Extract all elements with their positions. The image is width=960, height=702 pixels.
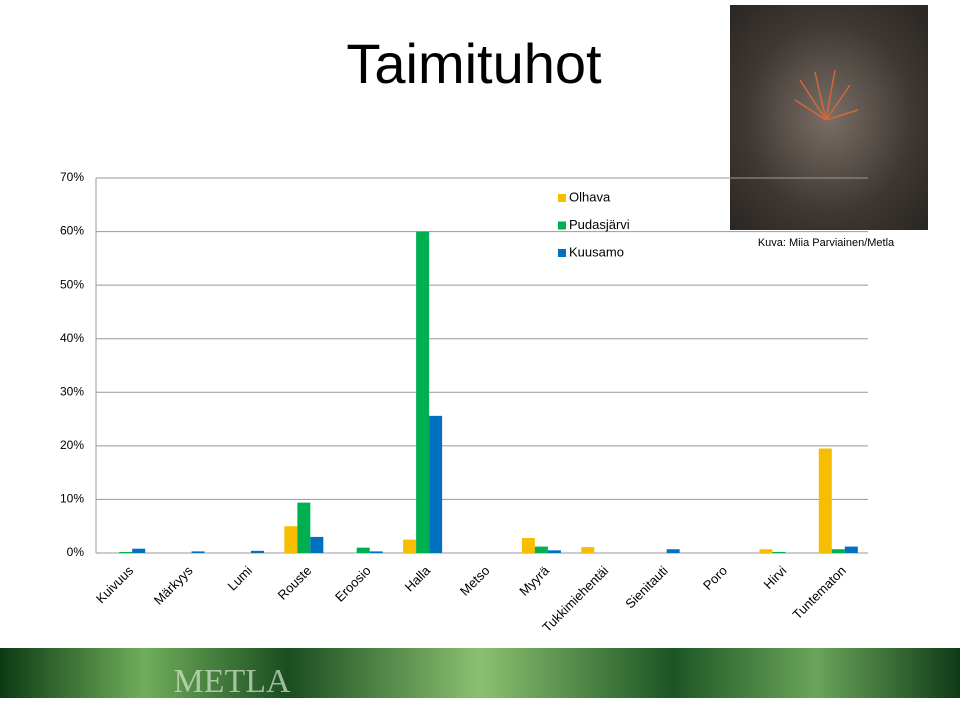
x-tick-label: Märkyys (151, 563, 196, 608)
legend-label: Olhava (569, 189, 611, 204)
x-tick-label: Rouste (275, 563, 315, 603)
photo-caption: Kuva: Miia Parviainen/Metla (758, 237, 895, 249)
x-tick-label: Tuntematon (790, 563, 849, 622)
bar (521, 538, 535, 553)
photo-seedling (794, 69, 859, 121)
y-tick-label: 30% (60, 384, 84, 398)
bar (369, 551, 383, 553)
legend-swatch (558, 194, 566, 202)
legend-swatch (558, 221, 566, 230)
slide-title: Taimituhot (346, 32, 602, 95)
x-tick-label: Eroosio (332, 563, 374, 605)
y-tick-label: 70% (60, 170, 84, 184)
bar (831, 549, 845, 553)
x-tick-label: Sienitauti (622, 563, 671, 612)
x-tick-label: Lumi (224, 563, 255, 594)
bar (429, 415, 443, 553)
legend-label: Kuusamo (569, 244, 624, 259)
bar (759, 549, 773, 553)
photo (730, 5, 928, 230)
y-tick-label: 20% (60, 438, 84, 452)
footer-banner (0, 648, 960, 698)
bar (310, 536, 324, 553)
bar (844, 546, 858, 553)
bar (403, 539, 417, 553)
bar (250, 550, 264, 553)
bar (772, 551, 786, 553)
bar (191, 551, 205, 553)
bar (132, 548, 146, 553)
y-tick-label: 40% (60, 331, 84, 345)
y-tick-label: 50% (60, 277, 84, 291)
x-tick-label: Metso (457, 563, 493, 599)
bar (119, 551, 133, 553)
y-tick-label: 0% (67, 545, 85, 559)
x-tick-label: Poro (700, 563, 730, 593)
bar (818, 448, 832, 553)
y-tick-label: 60% (60, 224, 84, 238)
legend-label: Pudasjärvi (569, 217, 630, 232)
x-tick-label: Myyrä (516, 562, 552, 598)
footer-logo: METLA (173, 663, 291, 700)
y-tick-label: 10% (60, 492, 84, 506)
bar (416, 231, 430, 554)
bar (581, 547, 595, 553)
bar (666, 549, 680, 553)
bar (356, 547, 370, 553)
bar (547, 550, 561, 553)
bar (284, 526, 298, 553)
bar (534, 546, 548, 553)
x-tick-label: Hirvi (760, 563, 789, 592)
legend-swatch (558, 249, 566, 257)
x-tick-label: Halla (402, 562, 434, 594)
bar (297, 502, 311, 553)
x-tick-label: Kuivuus (93, 563, 137, 607)
